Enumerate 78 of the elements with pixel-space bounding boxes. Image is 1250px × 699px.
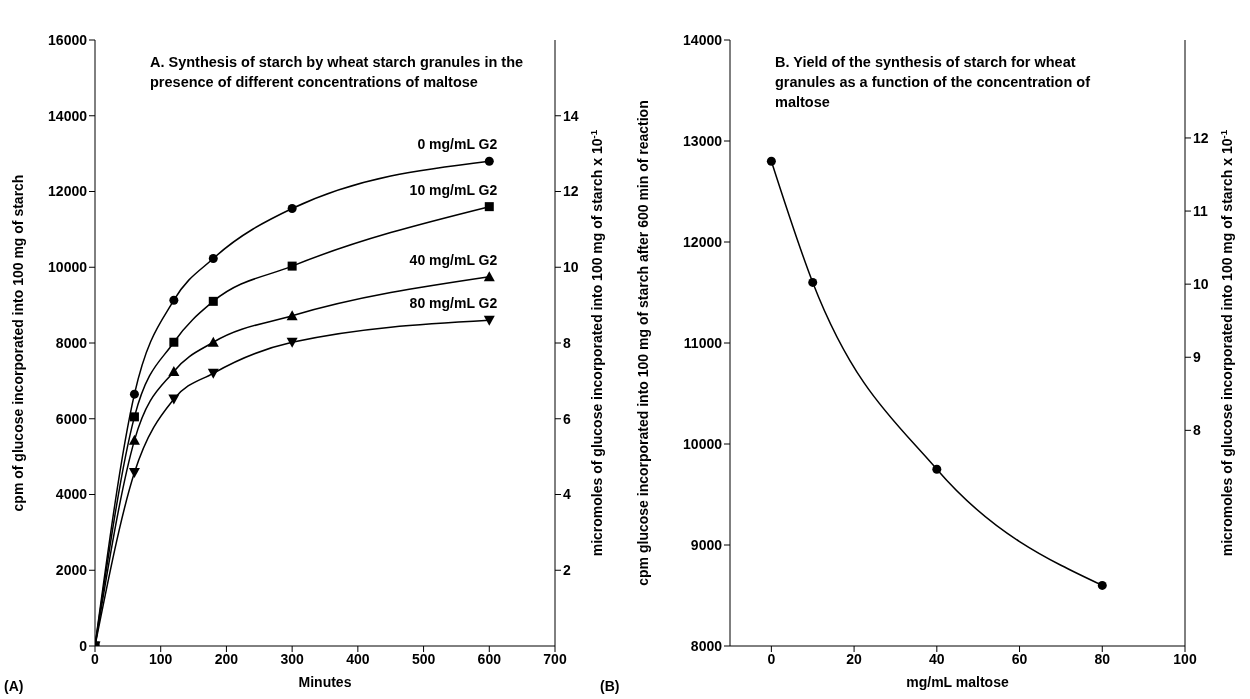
x-tick-label: 100 <box>149 650 173 667</box>
point <box>483 315 495 326</box>
y-axis-title: cpm of glucose incorporated into 100 mg of starch <box>9 174 26 512</box>
point <box>808 277 818 287</box>
y-tick-label: 0 <box>79 637 88 654</box>
series-label: 0 mg/mL G2 <box>417 136 498 153</box>
point <box>287 261 297 271</box>
point <box>128 468 140 479</box>
x-axis-title: Minutes <box>298 674 352 690</box>
series-label: 10 mg/mL G2 <box>409 181 498 198</box>
y-tick-label: 13000 <box>683 132 723 149</box>
y2-tick-label: 8 <box>1193 422 1201 439</box>
y-tick-label: 10000 <box>683 435 723 452</box>
x-tick-label: 100 <box>1173 650 1197 667</box>
point <box>208 254 218 264</box>
y2-tick-label: 12 <box>563 183 579 200</box>
y-tick-label: 8000 <box>690 637 723 654</box>
y-tick-label: 6000 <box>55 410 88 427</box>
y-tick-label: 4000 <box>55 486 88 503</box>
y-tick-label: 2000 <box>55 562 88 579</box>
y-tick-label: 12000 <box>48 183 88 200</box>
series-label: 40 mg/mL G2 <box>409 251 498 268</box>
point <box>286 337 298 348</box>
point <box>1097 580 1107 590</box>
point <box>208 296 218 306</box>
y2-tick-label: 11 <box>1193 203 1209 220</box>
x-tick-label: 700 <box>543 650 567 667</box>
x-tick-label: 500 <box>411 650 436 667</box>
y-tick-label: 14000 <box>683 31 723 48</box>
y2-tick-label: 4 <box>563 486 571 503</box>
point <box>287 204 297 214</box>
point <box>766 156 776 166</box>
y-tick-label: 11000 <box>683 334 723 351</box>
x-tick-label: 600 <box>477 650 502 667</box>
point <box>129 412 139 422</box>
point <box>169 295 179 305</box>
y2-tick-label: 10 <box>563 259 579 276</box>
y2-tick-label: 2 <box>563 562 571 579</box>
y-axis-title: cpm glucose incorporated into 100 mg of starch after 600 min of reaction <box>634 100 651 586</box>
series-label: 80 mg/mL G2 <box>409 295 498 312</box>
y-tick-label: 14000 <box>48 107 88 124</box>
point <box>168 394 180 405</box>
y2-tick-label: 10 <box>1193 276 1209 293</box>
text: (B) <box>600 678 620 694</box>
x-tick-label: 0 <box>91 650 100 667</box>
y-tick-label: 8000 <box>55 334 88 351</box>
y2-tick-label: 6 <box>563 410 571 427</box>
x-tick-label: 300 <box>280 650 305 667</box>
y-tick-label: 10000 <box>48 259 88 276</box>
x-tick-label: 80 <box>1094 650 1111 667</box>
point <box>286 310 298 321</box>
y2-tick-label: 9 <box>1193 349 1201 366</box>
point <box>483 271 495 282</box>
point <box>484 202 494 212</box>
y-tick-label: 12000 <box>683 233 723 250</box>
point <box>168 365 180 376</box>
y2-tick-label: 14 <box>563 107 579 124</box>
y-tick-label: 16000 <box>48 31 88 48</box>
x-tick-label: 0 <box>767 650 776 667</box>
text: A. Synthesis of starch by wheat starch granules in the presence of different concentrations of maltose <box>150 54 524 90</box>
point <box>128 434 140 445</box>
y2-tick-label: 12 <box>1193 129 1209 146</box>
x-tick-label: 60 <box>1011 650 1028 667</box>
x-axis-title: mg/mL maltose <box>906 674 1009 690</box>
text: (A) <box>4 678 24 694</box>
point <box>932 464 942 474</box>
x-tick-label: 400 <box>346 650 370 667</box>
y2-tick-label: 8 <box>563 334 571 351</box>
text: B. Yield of the synthesis of starch for wheat granules as a function of the concentration of maltose <box>775 54 1090 110</box>
point <box>207 336 219 347</box>
y-tick-label: 9000 <box>690 536 723 553</box>
x-tick-label: 40 <box>929 650 945 667</box>
x-tick-label: 20 <box>846 650 863 667</box>
x-tick-label: 200 <box>214 650 239 667</box>
point <box>129 389 139 399</box>
point <box>169 337 179 347</box>
point <box>484 156 494 166</box>
point <box>207 368 219 379</box>
